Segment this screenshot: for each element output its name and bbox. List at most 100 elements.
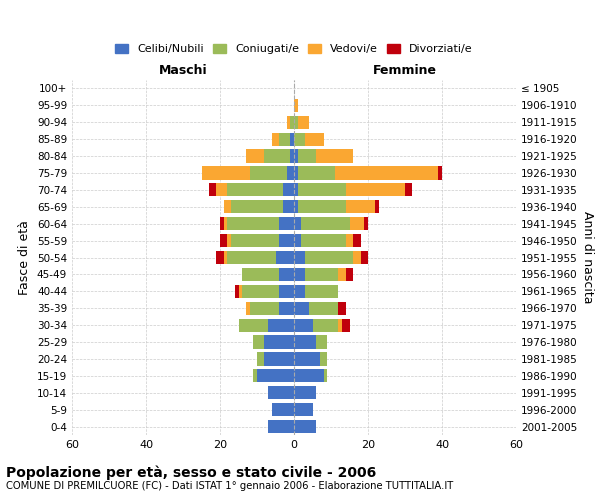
Bar	[305, 251, 353, 264]
Bar	[279, 302, 294, 315]
Bar	[224, 251, 227, 264]
Bar	[294, 150, 298, 162]
Bar	[235, 284, 239, 298]
Bar	[253, 369, 257, 382]
Bar	[279, 217, 294, 230]
Bar	[305, 268, 338, 281]
Bar	[279, 284, 294, 298]
Bar	[294, 386, 316, 400]
Bar	[338, 268, 346, 281]
Text: COMUNE DI PREMILCUORE (FC) - Dati ISTAT 1° gennaio 2006 - Elaborazione TUTTITALI: COMUNE DI PREMILCUORE (FC) - Dati ISTAT …	[6, 481, 453, 491]
Bar	[346, 200, 376, 213]
Bar	[376, 200, 379, 213]
Bar	[298, 166, 335, 179]
Y-axis label: Anni di nascita: Anni di nascita	[581, 211, 594, 304]
Bar	[316, 336, 328, 348]
Bar	[294, 234, 301, 247]
Bar	[346, 234, 353, 247]
Bar	[250, 302, 279, 315]
Bar	[294, 166, 298, 179]
Bar	[298, 150, 316, 162]
Bar	[275, 251, 294, 264]
Bar	[294, 268, 305, 281]
Bar	[298, 200, 346, 213]
Bar	[257, 352, 265, 366]
Bar	[305, 284, 338, 298]
Bar	[246, 302, 250, 315]
Bar	[320, 352, 328, 366]
Bar	[216, 251, 224, 264]
Bar	[346, 268, 353, 281]
Bar	[231, 200, 283, 213]
Bar	[353, 251, 361, 264]
Bar	[220, 217, 224, 230]
Bar	[338, 302, 346, 315]
Bar	[268, 386, 294, 400]
Bar	[294, 302, 309, 315]
Bar	[338, 318, 342, 332]
Bar	[294, 352, 320, 366]
Bar	[294, 217, 301, 230]
Bar	[294, 132, 305, 146]
Bar	[301, 234, 346, 247]
Bar	[227, 217, 279, 230]
Bar	[294, 403, 313, 416]
Bar	[342, 318, 349, 332]
Bar	[202, 166, 250, 179]
Bar	[335, 166, 438, 179]
Bar	[272, 403, 294, 416]
Bar	[361, 251, 368, 264]
Bar	[290, 150, 294, 162]
Bar	[294, 336, 316, 348]
Bar	[265, 352, 294, 366]
Bar	[294, 369, 323, 382]
Bar	[294, 200, 298, 213]
Bar	[294, 184, 298, 196]
Bar	[364, 217, 368, 230]
Bar	[279, 132, 290, 146]
Bar	[242, 284, 279, 298]
Text: Maschi: Maschi	[158, 64, 208, 76]
Y-axis label: Fasce di età: Fasce di età	[19, 220, 31, 295]
Bar	[290, 132, 294, 146]
Bar	[250, 166, 287, 179]
Bar	[217, 184, 227, 196]
Bar	[309, 302, 338, 315]
Bar	[283, 200, 294, 213]
Bar	[239, 284, 242, 298]
Bar	[290, 116, 294, 129]
Bar	[305, 132, 323, 146]
Bar	[209, 184, 217, 196]
Bar	[253, 336, 265, 348]
Bar	[294, 251, 305, 264]
Bar	[220, 234, 227, 247]
Bar	[313, 318, 338, 332]
Bar	[346, 184, 405, 196]
Bar	[268, 420, 294, 433]
Bar	[227, 184, 283, 196]
Bar	[298, 184, 346, 196]
Bar	[298, 116, 309, 129]
Legend: Celibi/Nubili, Coniugati/e, Vedovi/e, Divorziati/e: Celibi/Nubili, Coniugati/e, Vedovi/e, Di…	[111, 40, 477, 58]
Bar	[349, 217, 364, 230]
Bar	[231, 234, 279, 247]
Bar	[438, 166, 442, 179]
Text: Femmine: Femmine	[373, 64, 437, 76]
Bar	[268, 318, 294, 332]
Bar	[323, 369, 328, 382]
Bar	[265, 336, 294, 348]
Bar	[227, 251, 275, 264]
Bar	[265, 150, 290, 162]
Bar	[301, 217, 349, 230]
Bar	[246, 150, 265, 162]
Bar	[294, 284, 305, 298]
Bar	[224, 217, 227, 230]
Bar	[279, 268, 294, 281]
Bar	[279, 234, 294, 247]
Bar	[257, 369, 294, 382]
Bar	[227, 234, 231, 247]
Text: Popolazione per età, sesso e stato civile - 2006: Popolazione per età, sesso e stato civil…	[6, 465, 376, 479]
Bar	[224, 200, 231, 213]
Bar	[242, 268, 279, 281]
Bar	[294, 318, 313, 332]
